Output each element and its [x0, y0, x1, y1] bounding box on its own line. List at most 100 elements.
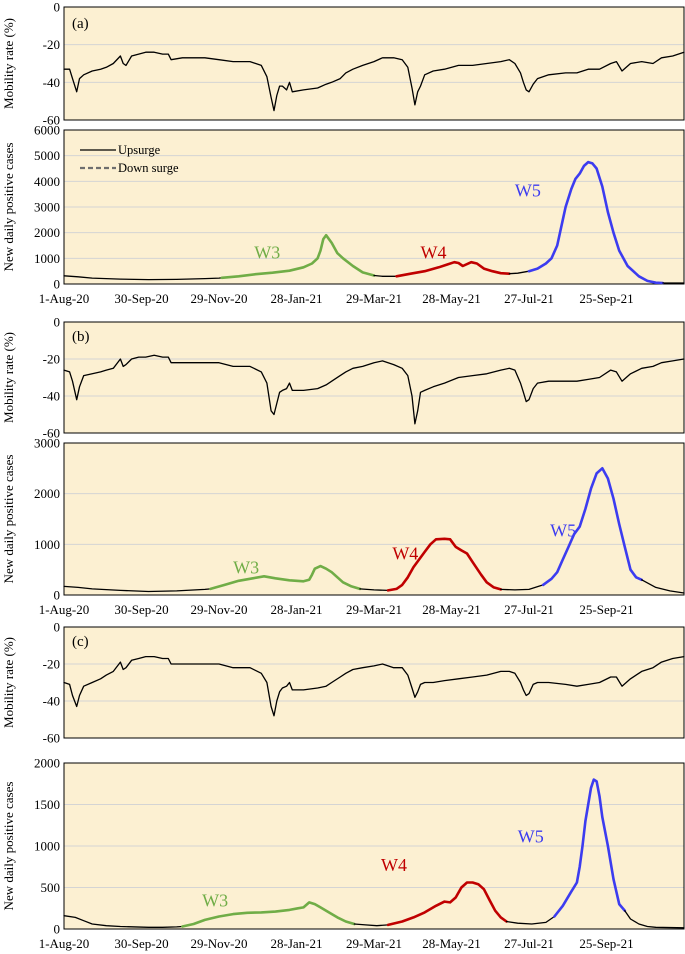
wave-label-w5: W5 — [518, 827, 544, 847]
wave-label-w3: W3 — [202, 891, 228, 911]
y-tick-label: -20 — [43, 657, 60, 672]
y-tick-label: 1500 — [34, 797, 60, 812]
x-tick-label: 30-Sep-20 — [114, 936, 168, 951]
series-line-between-w4-w5 — [500, 584, 544, 591]
x-tick-label: 29-Mar-21 — [346, 291, 402, 306]
wave-label-w4: W4 — [381, 855, 407, 875]
y-tick-label: 3000 — [34, 436, 60, 451]
x-tick-label: 1-Aug-20 — [39, 602, 90, 617]
panel-c-mobility-chart: 0 -20 -40 -60 (c) Mobility rate (%) — [1, 620, 685, 746]
x-tick-label: 28-Jan-21 — [271, 291, 323, 306]
y-tick-label: 1000 — [34, 537, 60, 552]
x-tick-label: 27-Jul-21 — [504, 291, 554, 306]
x-tick-label: 25-Sep-21 — [579, 602, 633, 617]
x-tick-label: 30-Sep-20 — [114, 602, 168, 617]
x-tick-label: 29-Mar-21 — [346, 936, 402, 951]
series-line-w4 — [395, 260, 511, 278]
series-line-mobility-rate — [63, 655, 685, 717]
wave-label-w3: W3 — [233, 558, 259, 578]
panel-b-mobility-chart: 0 -20 -40 -60 (b) Mobility rate (%) — [1, 315, 685, 441]
y-axis-label: New daily positive cases — [1, 143, 16, 272]
y-tick-label: -40 — [43, 389, 60, 404]
x-tick-label: 29-Nov-20 — [190, 936, 247, 951]
y-tick-label: 0 — [54, 277, 61, 292]
plot-frame — [63, 762, 685, 930]
legend-downsurge-label: Down surge — [118, 161, 179, 175]
plot-area — [63, 442, 685, 596]
legend-upsurge-label: Upsurge — [118, 143, 161, 157]
y-tick-label: 0 — [54, 922, 61, 937]
y-axis-label: Mobility rate (%) — [1, 637, 16, 728]
series-line-baseline — [63, 585, 212, 593]
y-tick-label: -20 — [43, 352, 60, 367]
y-tick-label: 3000 — [34, 200, 60, 215]
plot-area — [63, 321, 685, 434]
panel-a-cases-chart: 0 1000 2000 3000 4000 5000 6000 Upsurge Down s… — [1, 123, 685, 306]
series-line-between-w4-w5 — [505, 915, 556, 925]
y-tick-label: 1000 — [34, 251, 60, 266]
series-line-tail — [641, 579, 685, 594]
y-tick-label: 2000 — [34, 756, 60, 771]
x-tick-label: 28-Jan-21 — [271, 936, 323, 951]
y-tick-label: -40 — [43, 75, 60, 90]
y-tick-label: -20 — [43, 37, 60, 52]
x-tick-label: 29-Nov-20 — [190, 291, 247, 306]
series-line-w5 — [527, 160, 665, 285]
x-tick-label: 30-Sep-20 — [114, 291, 168, 306]
wave-label-w4: W4 — [421, 242, 447, 262]
series-line-mobility-rate — [63, 51, 685, 112]
y-tick-label: 5000 — [34, 148, 60, 163]
x-tick-label: 28-May-21 — [422, 291, 481, 306]
y-tick-label: -60 — [43, 426, 60, 441]
x-tick-label: 1-Aug-20 — [39, 291, 90, 306]
plot-area — [63, 626, 685, 739]
plot-frame — [63, 6, 685, 121]
y-axis-label: New daily positive cases — [1, 455, 16, 584]
wave-label-w5: W5 — [515, 181, 541, 201]
wave-label-w3: W3 — [254, 242, 280, 262]
y-axis-label: Mobility rate (%) — [1, 18, 16, 109]
series-line-w3 — [181, 901, 356, 928]
y-tick-label: -60 — [43, 113, 60, 128]
panel-b-cases-chart: 0 1000 2000 3000 New daily positive cases W3 W… — [1, 436, 685, 617]
x-tick-label: 29-Mar-21 — [346, 602, 402, 617]
y-tick-label: -40 — [43, 694, 60, 709]
plot-frame — [63, 442, 685, 596]
series-line-baseline — [63, 275, 223, 281]
panel-a-label: (a) — [72, 16, 89, 32]
y-tick-label: 1000 — [34, 839, 60, 854]
panel-c-cases-chart: 0 500 1000 1500 2000 New daily positive cases… — [1, 756, 685, 951]
series-line-baseline — [63, 915, 184, 928]
series-line-between-w3-w4 — [353, 923, 389, 927]
panel-a-mobility-chart: 0 -20 -40 -60 (a) Mobility rate (%) — [1, 0, 685, 128]
y-tick-label: 500 — [41, 880, 61, 895]
series-line-mobility-rate — [63, 354, 685, 425]
y-axis-label: Mobility rate (%) — [1, 332, 16, 423]
y-tick-label: 0 — [54, 0, 61, 15]
y-tick-label: 4000 — [34, 174, 60, 189]
x-tick-label: 27-Jul-21 — [504, 936, 554, 951]
y-tick-label: 2000 — [34, 486, 60, 501]
x-tick-label: 28-May-21 — [422, 936, 481, 951]
y-tick-label: -60 — [43, 731, 60, 746]
series-line-between-w3-w4 — [373, 274, 398, 277]
y-tick-label: 0 — [54, 588, 61, 603]
y-tick-label: 0 — [54, 315, 61, 330]
y-tick-label: 6000 — [34, 123, 60, 138]
x-tick-label: 29-Nov-20 — [190, 602, 247, 617]
series-line-between-w4-w5 — [508, 270, 530, 275]
x-tick-label: 28-May-21 — [422, 602, 481, 617]
wave-label-w5: W5 — [550, 521, 576, 541]
series-line-w4 — [386, 537, 503, 592]
series-line-between-w3-w4 — [359, 588, 389, 592]
x-tick-label: 1-Aug-20 — [39, 936, 90, 951]
series-line-w5 — [541, 467, 643, 587]
panel-c-label: (c) — [72, 634, 89, 650]
y-tick-label: 2000 — [34, 225, 60, 240]
panel-b-label: (b) — [72, 329, 90, 345]
legend: Upsurge Down surge — [80, 143, 179, 175]
plot-frame — [63, 129, 685, 285]
x-tick-label: 27-Jul-21 — [504, 602, 554, 617]
wave-label-w4: W4 — [392, 544, 418, 564]
